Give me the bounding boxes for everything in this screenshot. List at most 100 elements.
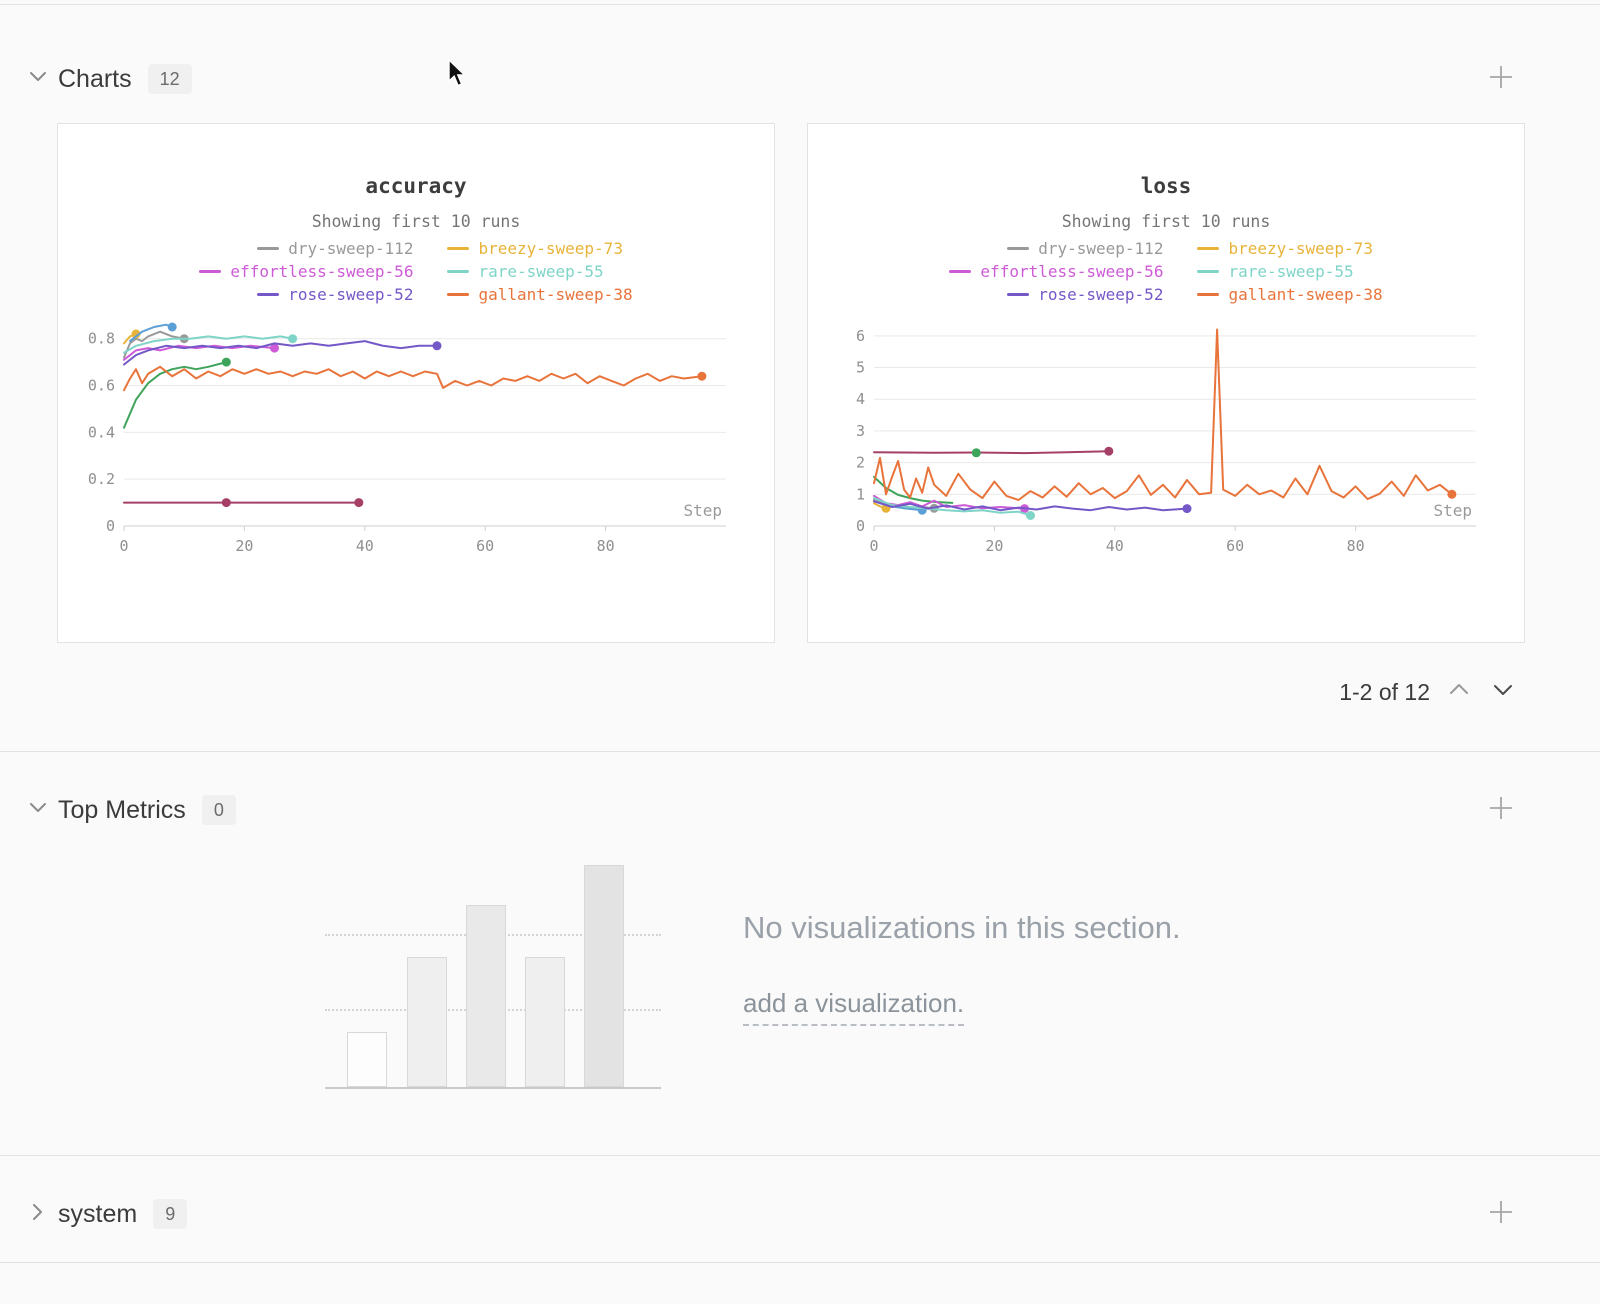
svg-text:6: 6 <box>856 327 865 345</box>
placeholder-baseline <box>325 1087 661 1089</box>
section-divider <box>0 1155 1600 1156</box>
svg-text:1: 1 <box>856 485 865 503</box>
legend-item-rare-sweep-55[interactable]: rare-sweep-55 <box>1197 262 1382 281</box>
series-rose-sweep-52 <box>873 500 1188 512</box>
system-section-title: system <box>58 1199 138 1228</box>
series-maroon-run <box>873 450 1110 455</box>
chart-title: accuracy <box>365 174 467 198</box>
legend-item-breezy-sweep-73[interactable]: breezy-sweep-73 <box>1197 239 1382 258</box>
system-expand-button[interactable] <box>24 1200 52 1228</box>
empty-text-block: No visualizations in this section. add a… <box>743 864 1181 1026</box>
svg-text:0.2: 0.2 <box>88 470 115 488</box>
top-metrics-empty-state: No visualizations in this section. add a… <box>0 864 1600 1089</box>
chart-plot-area[interactable]: 0 1 2 3 4 5 6 0 20 40 60 80 Step <box>808 312 1524 569</box>
series-endpoint-blue-run <box>167 322 177 332</box>
legend-label: rose-sweep-52 <box>1038 285 1164 304</box>
legend-dash <box>447 270 470 273</box>
legend-label: rare-sweep-55 <box>1228 262 1354 281</box>
legend-item-rare-sweep-55[interactable]: rare-sweep-55 <box>447 262 632 281</box>
legend-label: gallant-sweep-38 <box>478 285 633 304</box>
chevron-up-icon <box>1449 683 1469 701</box>
chevron-down-icon <box>1493 683 1513 701</box>
chart-title: loss <box>1140 174 1192 198</box>
legend-dash <box>447 247 470 250</box>
plus-icon <box>1487 63 1515 96</box>
series-endpoint-maroon-run <box>221 498 231 508</box>
svg-text:40: 40 <box>1106 537 1124 555</box>
placeholder-bar <box>584 865 624 1087</box>
series-endpoint-rose-sweep-52 <box>432 341 442 351</box>
svg-text:60: 60 <box>476 537 494 555</box>
svg-text:0: 0 <box>119 537 128 555</box>
charts-collapse-button[interactable] <box>24 65 52 93</box>
charts-pagination: 1-2 of 12 <box>0 677 1600 707</box>
system-section-header: system 9 <box>0 1184 1600 1244</box>
svg-text:80: 80 <box>597 537 615 555</box>
legend-label: effortless-sweep-56 <box>980 262 1164 281</box>
legend-dash <box>199 270 222 273</box>
legend-dash <box>257 247 280 250</box>
placeholder-bar <box>466 905 506 1087</box>
legend-dash <box>1197 293 1220 296</box>
chart-legend: dry-sweep-112 breezy-sweep-73 effortless-s… <box>808 239 1524 304</box>
legend-item-dry-sweep-112[interactable]: dry-sweep-112 <box>257 239 413 258</box>
chevron-down-icon <box>29 801 47 819</box>
pagination-prev-button[interactable] <box>1444 677 1474 707</box>
legend-item-effortless-sweep-56[interactable]: effortless-sweep-56 <box>949 262 1163 281</box>
series-endpoint-breezy-sweep-73 <box>131 329 141 339</box>
svg-text:40: 40 <box>356 537 374 555</box>
svg-text:0.6: 0.6 <box>88 377 115 395</box>
legend-item-gallant-sweep-38[interactable]: gallant-sweep-38 <box>447 285 633 304</box>
accuracy-chart-panel[interactable]: accuracy Showing first 10 runs dry-sweep… <box>57 123 775 643</box>
top-metrics-section-header: Top Metrics 0 <box>0 780 1600 840</box>
system-count-badge: 9 <box>153 1199 188 1229</box>
svg-text:0: 0 <box>106 517 115 535</box>
legend-item-effortless-sweep-56[interactable]: effortless-sweep-56 <box>199 262 413 281</box>
series-endpoint-gallant-sweep-38 <box>1447 489 1457 499</box>
add-visualization-link[interactable]: add a visualization. <box>743 988 965 1026</box>
chevron-down-icon <box>29 70 47 88</box>
placeholder-bar <box>347 1032 387 1087</box>
chart-subtitle: Showing first 10 runs <box>311 212 521 231</box>
legend-item-rose-sweep-52[interactable]: rose-sweep-52 <box>1007 285 1163 304</box>
legend-item-breezy-sweep-73[interactable]: breezy-sweep-73 <box>447 239 632 258</box>
legend-label: effortless-sweep-56 <box>230 262 414 281</box>
chart-plot-area[interactable]: 0 0.2 0.4 0.6 0.8 0 20 40 60 80 Step <box>58 312 774 569</box>
system-add-panel-button[interactable] <box>1486 1199 1516 1229</box>
series-endpoint-green-run <box>221 357 231 367</box>
svg-text:20: 20 <box>235 537 253 555</box>
legend-label: breezy-sweep-73 <box>478 239 623 258</box>
svg-text:0: 0 <box>856 517 865 535</box>
svg-text:80: 80 <box>1347 537 1365 555</box>
top-metrics-add-panel-button[interactable] <box>1486 795 1516 825</box>
svg-text:60: 60 <box>1226 537 1244 555</box>
charts-add-panel-button[interactable] <box>1486 64 1516 94</box>
legend-item-dry-sweep-112[interactable]: dry-sweep-112 <box>1007 239 1163 258</box>
legend-item-rose-sweep-52[interactable]: rose-sweep-52 <box>257 285 413 304</box>
legend-label: rare-sweep-55 <box>478 262 604 281</box>
top-metrics-section-title: Top Metrics <box>58 795 186 824</box>
charts-count-badge: 12 <box>147 64 192 94</box>
legend-dash <box>447 293 470 296</box>
series-rose-sweep-52 <box>123 340 438 366</box>
legend-item-gallant-sweep-38[interactable]: gallant-sweep-38 <box>1197 285 1383 304</box>
legend-dash <box>1197 270 1220 273</box>
charts-section-title: Charts <box>58 64 132 93</box>
svg-text:Step: Step <box>683 501 722 520</box>
series-endpoint-rare-sweep-55 <box>288 334 298 344</box>
svg-text:4: 4 <box>856 390 865 408</box>
pagination-next-button[interactable] <box>1488 677 1518 707</box>
svg-text:Step: Step <box>1433 501 1472 520</box>
svg-text:20: 20 <box>985 537 1003 555</box>
series-endpoint-green-run <box>971 448 981 458</box>
series-endpoint-rare-sweep-55 <box>1026 511 1035 520</box>
top-metrics-collapse-button[interactable] <box>24 796 52 824</box>
top-metrics-count-badge: 0 <box>201 795 236 825</box>
series-gallant-sweep-38 <box>873 328 1453 501</box>
loss-chart-panel[interactable]: loss Showing first 10 runs dry-sweep-112… <box>807 123 1525 643</box>
chart-subtitle: Showing first 10 runs <box>1061 212 1271 231</box>
placeholder-bar <box>525 957 565 1087</box>
legend-label: breezy-sweep-73 <box>1228 239 1373 258</box>
charts-row: accuracy Showing first 10 runs dry-sweep… <box>0 109 1600 643</box>
legend-label: gallant-sweep-38 <box>1228 285 1383 304</box>
